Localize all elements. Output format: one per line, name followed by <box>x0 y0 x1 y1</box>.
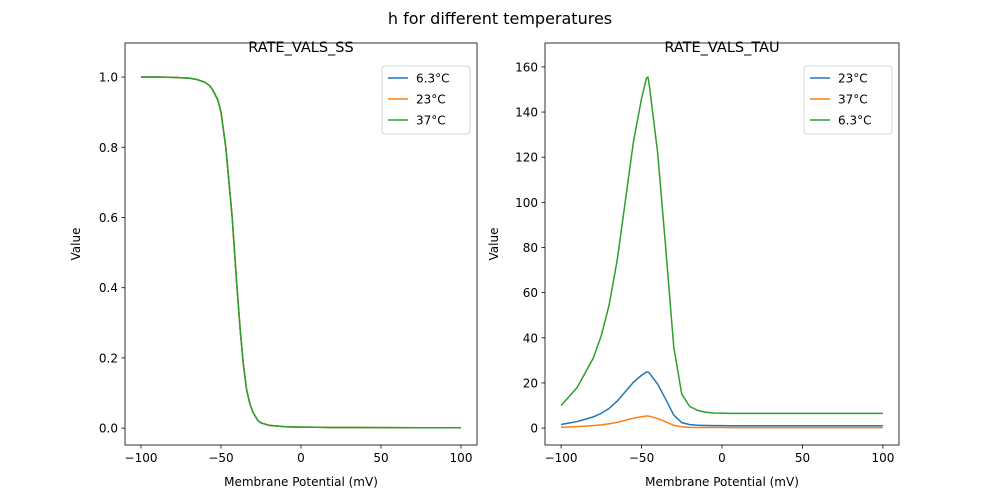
legend-label-0: 23°C <box>838 72 868 86</box>
x-axis-label: Membrane Potential (mV) <box>224 475 378 489</box>
y-tick-label: 0.0 <box>99 422 118 436</box>
y-tick-label: 0.6 <box>99 211 118 225</box>
legend-label-1: 23°C <box>416 93 446 107</box>
y-tick-label: 0.2 <box>99 351 118 365</box>
y-tick-label: 140 <box>515 106 538 120</box>
x-tick-label: 50 <box>373 451 388 465</box>
x-tick-label: −100 <box>545 451 578 465</box>
subplot-rate-vals-ss: −100 −50 0 50 100 0.0 0.2 0.4 0.6 0.8 1.0 RATE_VALS… <box>69 40 478 489</box>
y-tick-label: 40 <box>523 331 538 345</box>
legend-box <box>803 65 893 135</box>
y-tick-label: 0.4 <box>99 281 118 295</box>
x-tick-label: −50 <box>208 451 233 465</box>
legend-label-1: 37°C <box>838 93 868 107</box>
figure-suptitle: h for different temperatures <box>388 9 612 28</box>
y-tick-label: 80 <box>523 241 538 255</box>
y-tick-label: 0 <box>530 422 538 436</box>
series-line-2 <box>560 76 883 415</box>
subplot-rate-vals-tau: −100 −50 0 50 100 0 20 40 60 80 100 120 140 160 RATE_V… <box>487 40 900 489</box>
y-tick-label: 0.8 <box>99 141 118 155</box>
y-tick-label: 20 <box>523 376 538 390</box>
x-axis-label: Membrane Potential (mV) <box>645 475 799 489</box>
axes-title: RATE_VALS_TAU <box>664 40 779 56</box>
x-tick-label: 100 <box>450 451 473 465</box>
x-tick-label: −50 <box>629 451 654 465</box>
legend: 23°C 37°C 6.3°C <box>803 65 893 135</box>
y-tick-label: 60 <box>523 286 538 300</box>
legend-box <box>381 65 471 135</box>
legend-label-2: 6.3°C <box>838 114 871 128</box>
legend-label-0: 6.3°C <box>416 72 449 86</box>
x-tick-label: 50 <box>795 451 810 465</box>
y-tick-label: 120 <box>515 151 538 165</box>
x-tick-label: 0 <box>718 451 726 465</box>
series-line-0 <box>560 371 883 427</box>
series-line-2 <box>141 76 462 429</box>
x-tick-label: 100 <box>871 451 894 465</box>
y-axis-label: Value <box>487 228 501 261</box>
axes-title: RATE_VALS_SS <box>248 40 353 56</box>
x-tick-label: 0 <box>297 451 305 465</box>
y-tick-label: 160 <box>515 60 538 74</box>
series-line-1 <box>561 415 883 429</box>
x-tick-label: −100 <box>125 451 158 465</box>
y-tick-label: 100 <box>515 196 538 210</box>
y-tick-label: 1.0 <box>99 71 118 85</box>
legend-label-2: 37°C <box>416 114 446 128</box>
y-axis-label: Value <box>69 228 83 261</box>
legend: 6.3°C 23°C 37°C <box>381 65 471 135</box>
